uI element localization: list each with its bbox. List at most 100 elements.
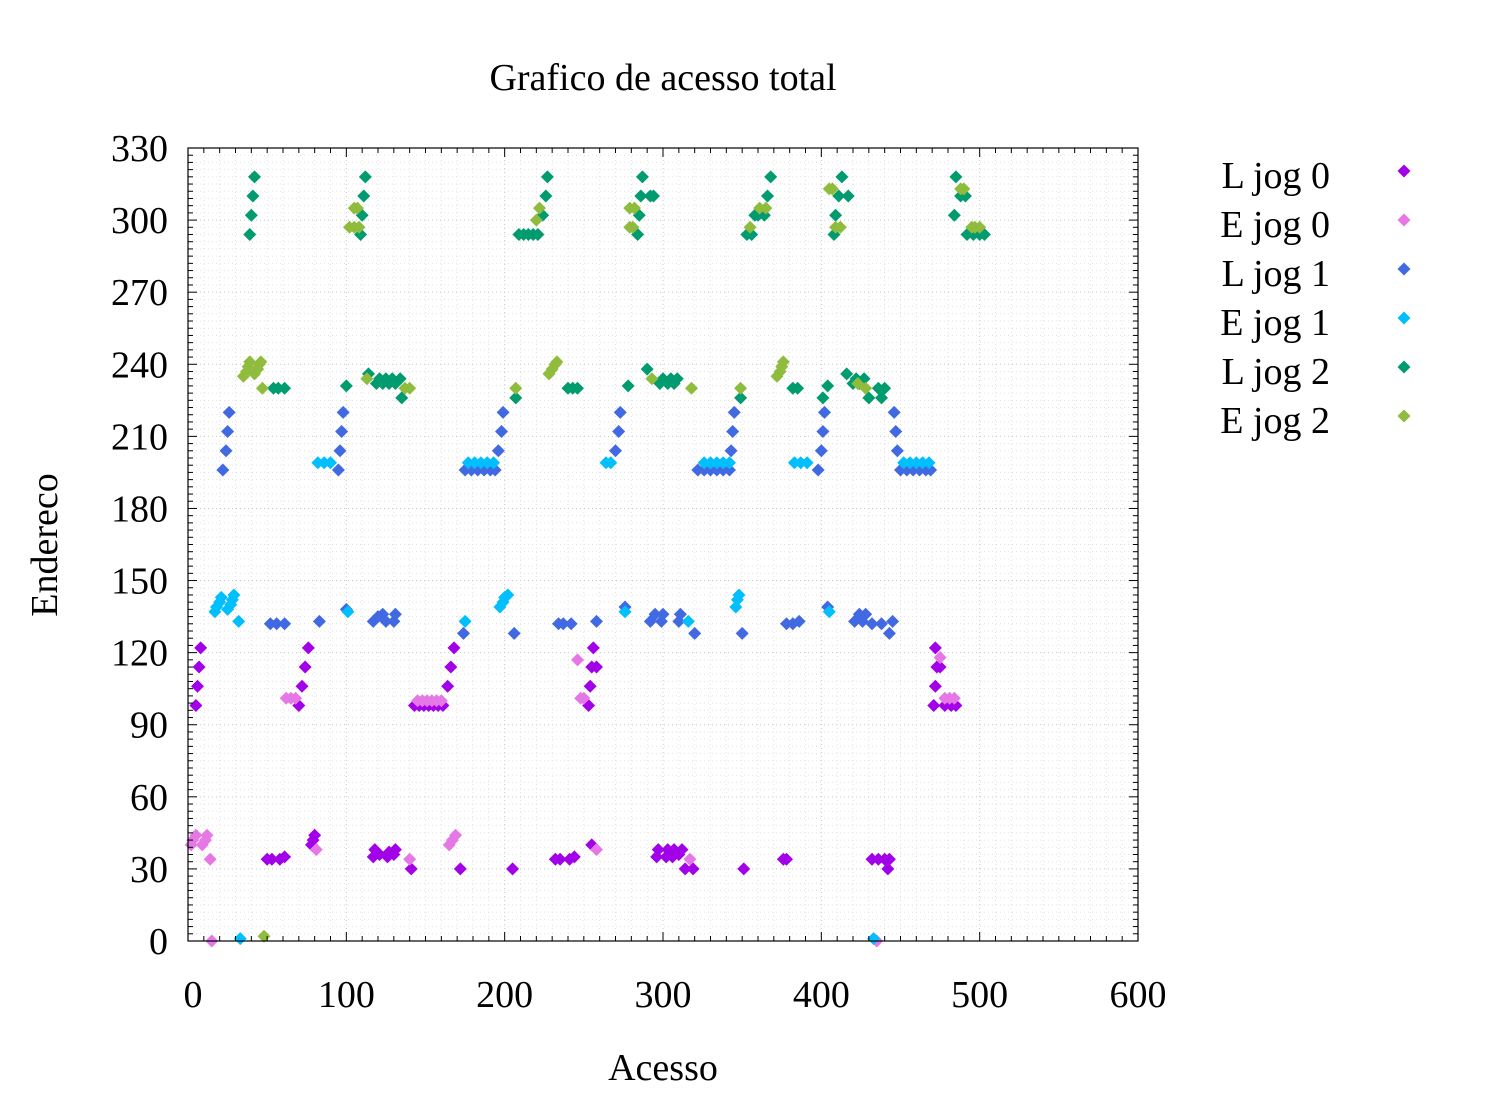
legend-item: L jog 2	[1222, 351, 1411, 393]
data-point	[618, 605, 632, 619]
legend-item: L jog 1	[1222, 253, 1411, 295]
data-point	[496, 405, 510, 419]
data-point	[203, 852, 217, 866]
data-point	[336, 405, 350, 419]
data-point	[882, 852, 896, 866]
data-point	[577, 691, 591, 705]
data-point	[571, 653, 584, 667]
legend-marker	[1397, 311, 1411, 325]
y-tick-labels: 0 30 60 90 120 150 180 210 240 270 300 330	[111, 128, 168, 963]
data-point	[947, 691, 961, 705]
data-point	[922, 456, 936, 470]
legend-label: L jog 1	[1222, 253, 1330, 295]
data-point	[678, 862, 692, 876]
y-axis-label: Endereco	[24, 473, 66, 616]
data-point	[670, 372, 684, 386]
data-point	[335, 425, 349, 439]
data-point	[583, 679, 597, 693]
data-point	[889, 425, 903, 439]
data-point	[734, 391, 748, 405]
legend-label: E jog 1	[1220, 302, 1330, 344]
data-point	[743, 220, 757, 234]
data-point	[358, 170, 372, 184]
data-point	[626, 220, 640, 234]
x-tick-labels: 0 100 200 300 400 500 600	[184, 974, 1167, 1016]
data-point	[621, 379, 635, 393]
data-point	[350, 201, 364, 215]
data-point	[648, 607, 662, 621]
y-tick-label: 240	[111, 344, 168, 386]
data-point	[759, 201, 773, 215]
data-point	[507, 626, 521, 640]
data-point	[609, 444, 622, 458]
data-point	[495, 425, 508, 439]
data-point	[734, 381, 748, 395]
data-point	[200, 828, 214, 842]
data-point	[567, 850, 581, 864]
data-point	[339, 379, 353, 393]
legend-marker	[1397, 164, 1411, 178]
data-point	[540, 170, 554, 184]
data-point	[509, 381, 523, 395]
data-point	[814, 444, 828, 458]
data-point	[219, 444, 233, 458]
data-point	[531, 228, 545, 242]
data-point	[564, 617, 578, 631]
data-point	[887, 405, 901, 419]
y-tick-label: 150	[111, 561, 168, 603]
data-point	[388, 843, 402, 857]
data-point	[243, 355, 257, 369]
data-point	[613, 405, 627, 419]
data-point	[727, 405, 741, 419]
legend-label: L jog 2	[1222, 351, 1330, 393]
grid	[187, 147, 1139, 942]
data-point	[829, 208, 843, 222]
data-point	[723, 463, 736, 477]
y-tick-label: 0	[149, 921, 168, 963]
data-point	[612, 425, 626, 439]
data-point	[685, 381, 698, 395]
data-point	[295, 679, 309, 693]
data-point	[780, 852, 793, 866]
data-point	[928, 641, 942, 655]
data-point	[246, 189, 260, 203]
data-point	[270, 617, 284, 631]
y-tick-label: 90	[130, 705, 168, 747]
data-point	[764, 170, 778, 184]
data-point	[604, 456, 618, 470]
data-point	[333, 444, 347, 458]
data-point	[556, 617, 570, 631]
data-point	[214, 590, 228, 604]
data-point	[487, 456, 501, 470]
data-point	[244, 208, 258, 222]
data-point	[441, 679, 455, 693]
data-point	[301, 641, 315, 655]
data-point	[634, 189, 648, 203]
data-point	[835, 170, 849, 184]
data-point	[227, 588, 241, 602]
data-point	[811, 463, 825, 477]
data-point	[726, 425, 740, 439]
data-point	[255, 381, 269, 395]
data-point	[444, 660, 458, 674]
data-point	[647, 189, 660, 203]
data-point	[457, 626, 470, 640]
data-point	[673, 607, 687, 621]
data-point	[792, 614, 806, 628]
data-point	[949, 170, 963, 184]
x-tick-label: 400	[793, 974, 850, 1016]
data-point	[309, 843, 323, 857]
legend-item: L jog 0	[1222, 155, 1411, 197]
data-point	[628, 201, 641, 215]
data-point	[189, 828, 203, 842]
legend: L jog 0 E jog 0 L jog 1 E jog 1 L jog 2 E jog…	[1220, 155, 1411, 442]
legend-item: E jog 0	[1220, 204, 1411, 246]
data-point	[927, 699, 941, 713]
legend-label: L jog 0	[1222, 155, 1330, 197]
data-point	[656, 607, 670, 621]
data-point	[352, 220, 366, 234]
y-tick-label: 300	[111, 200, 168, 242]
y-tick-label: 60	[130, 777, 168, 819]
legend-marker	[1397, 360, 1411, 374]
